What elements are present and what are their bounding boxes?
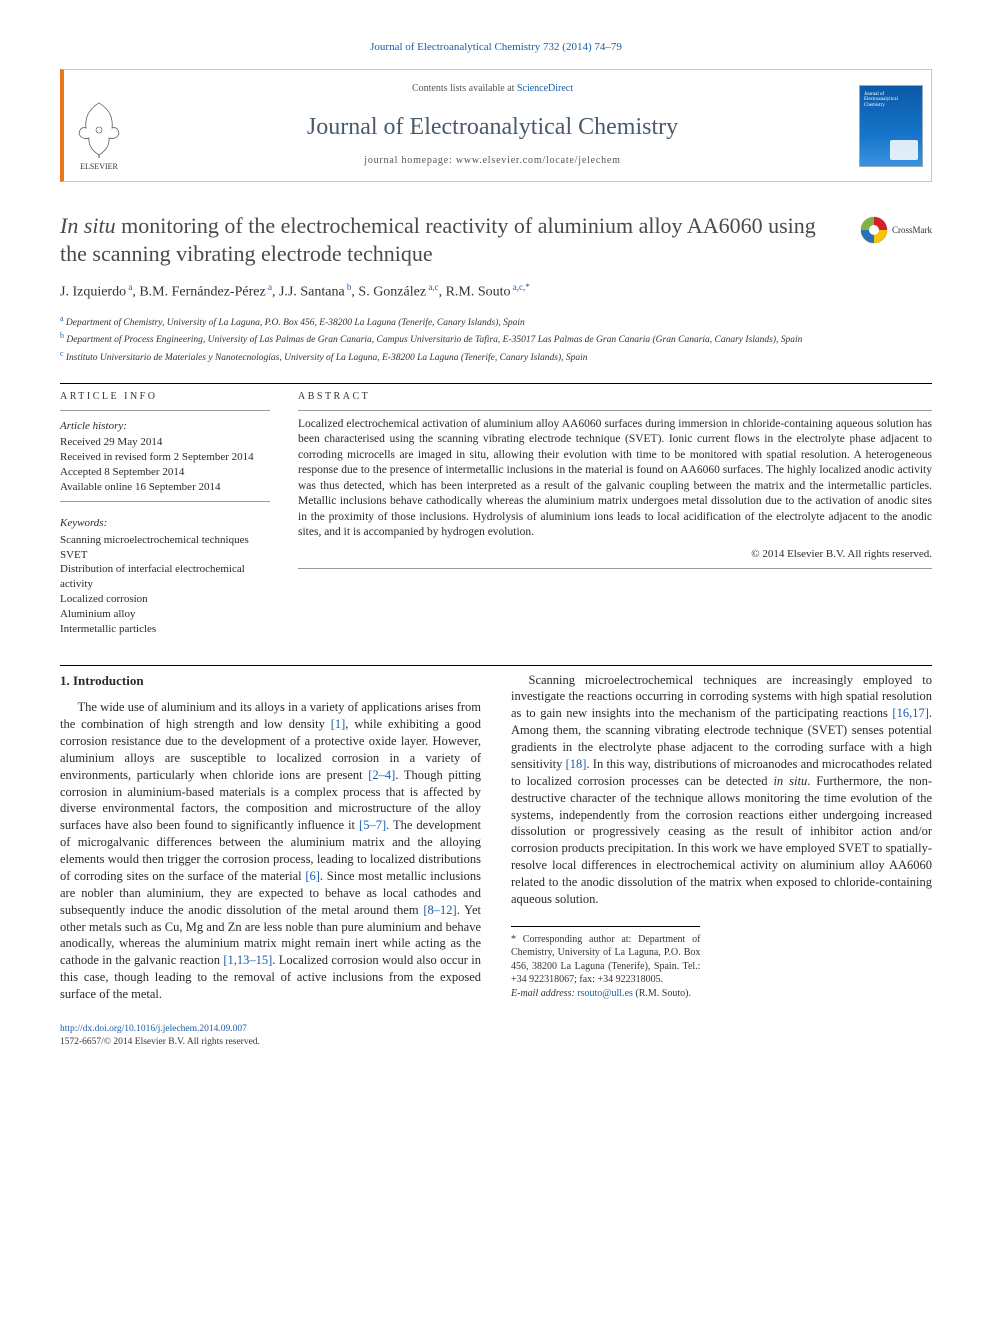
affil-c: Instituto Universitario de Materiales y … (66, 353, 588, 363)
title-rest: monitoring of the electrochemical reacti… (60, 213, 816, 266)
affil-sup: a (126, 282, 132, 292)
history-line: Available online 16 September 2014 (60, 480, 270, 495)
divider (298, 410, 932, 411)
affil-b: Department of Process Engineering, Unive… (66, 335, 802, 345)
article-info-heading: ARTICLE INFO (60, 390, 270, 404)
keyword: Distribution of interfacial electrochemi… (60, 562, 270, 592)
article-info-sidebar: ARTICLE INFO Article history: Received 2… (60, 390, 270, 636)
divider (60, 665, 932, 666)
sciencedirect-link[interactable]: ScienceDirect (517, 83, 573, 94)
divider (60, 383, 932, 384)
ref-link[interactable]: [1] (331, 717, 346, 731)
author-line: J. Izquierdo a, B.M. Fernández-Pérez a, … (60, 281, 932, 303)
ref-link[interactable]: [1,13–15] (223, 953, 272, 967)
keyword: Aluminium alloy (60, 607, 270, 622)
affil-sup: a,c (426, 282, 439, 292)
article-title: In situ monitoring of the electrochemica… (60, 212, 844, 267)
abstract-heading: ABSTRACT (298, 390, 932, 404)
contents-available: Contents lists available at ScienceDirec… (404, 80, 581, 98)
affil-sup: b (345, 282, 352, 292)
divider (298, 568, 932, 569)
section-heading: 1. Introduction (60, 672, 481, 690)
divider (60, 501, 270, 502)
author-5: R.M. Souto (446, 285, 511, 300)
journal-title: Journal of Electroanalytical Chemistry (142, 111, 843, 143)
corresponding-mark: * (525, 282, 530, 292)
corresponding-author-note: * Corresponding author at: Department of… (511, 933, 700, 987)
affil-sup: a,c, (511, 282, 526, 292)
ref-link[interactable]: [8–12] (423, 903, 456, 917)
history-heading: Article history: (60, 419, 270, 434)
affil-a: Department of Chemistry, University of L… (66, 318, 525, 328)
email-label: E-mail address: (511, 988, 575, 999)
author-1: J. Izquierdo (60, 285, 126, 300)
keywords-heading: Keywords: (60, 516, 270, 531)
journal-header: ELSEVIER Contents lists available at Sci… (60, 69, 932, 182)
ref-link[interactable]: [5–7] (359, 818, 386, 832)
bottom-meta: http://dx.doi.org/10.1016/j.jelechem.201… (60, 1023, 932, 1049)
footnotes: * Corresponding author at: Department of… (511, 926, 700, 1001)
keyword: SVET (60, 548, 270, 563)
history-line: Received 29 May 2014 (60, 435, 270, 450)
crossmark-label: CrossMark (892, 224, 932, 236)
doi-link[interactable]: http://dx.doi.org/10.1016/j.jelechem.201… (60, 1024, 247, 1034)
keyword: Scanning microelectrochemical techniques (60, 533, 270, 548)
author-4: S. González (358, 285, 426, 300)
crossmark-icon (860, 216, 888, 244)
abstract-text: Localized electrochemical activation of … (298, 417, 932, 541)
affil-sup: a (266, 282, 272, 292)
author-3: J.J. Santana (279, 285, 345, 300)
author-2: B.M. Fernández-Pérez (139, 285, 265, 300)
publisher-logo: ELSEVIER (64, 70, 134, 181)
citation-header: Journal of Electroanalytical Chemistry 7… (60, 40, 932, 55)
history-line: Received in revised form 2 September 201… (60, 450, 270, 465)
ref-link[interactable]: [16,17] (892, 706, 928, 720)
body-paragraph: Scanning microelectrochemical techniques… (511, 672, 932, 908)
email-link[interactable]: rsouto@ull.es (577, 988, 633, 999)
ref-link[interactable]: [18] (566, 757, 587, 771)
keyword: Intermetallic particles (60, 622, 270, 637)
body-paragraph: The wide use of aluminium and its alloys… (60, 699, 481, 1003)
affiliations: a Department of Chemistry, University of… (60, 313, 932, 365)
journal-homepage: journal homepage: www.elsevier.com/locat… (142, 154, 843, 168)
publisher-name: ELSEVIER (74, 162, 124, 173)
elsevier-tree-icon (74, 100, 124, 158)
email-who: (R.M. Souto). (635, 988, 691, 999)
crossmark-badge[interactable]: CrossMark (860, 216, 932, 244)
body-text: 1. Introduction The wide use of aluminiu… (60, 672, 932, 1003)
abstract-block: ABSTRACT Localized electrochemical activ… (298, 390, 932, 636)
journal-cover-thumb: Journal of Electroanalytical Chemistry (851, 70, 931, 181)
ref-link[interactable]: [6] (305, 869, 320, 883)
title-italic-lead: In situ (60, 213, 116, 238)
keyword: Localized corrosion (60, 592, 270, 607)
divider (60, 410, 270, 411)
ref-link[interactable]: [2–4] (368, 768, 395, 782)
issn-copyright: 1572-6657/© 2014 Elsevier B.V. All right… (60, 1036, 932, 1049)
history-line: Accepted 8 September 2014 (60, 465, 270, 480)
abstract-copyright: © 2014 Elsevier B.V. All rights reserved… (298, 547, 932, 562)
